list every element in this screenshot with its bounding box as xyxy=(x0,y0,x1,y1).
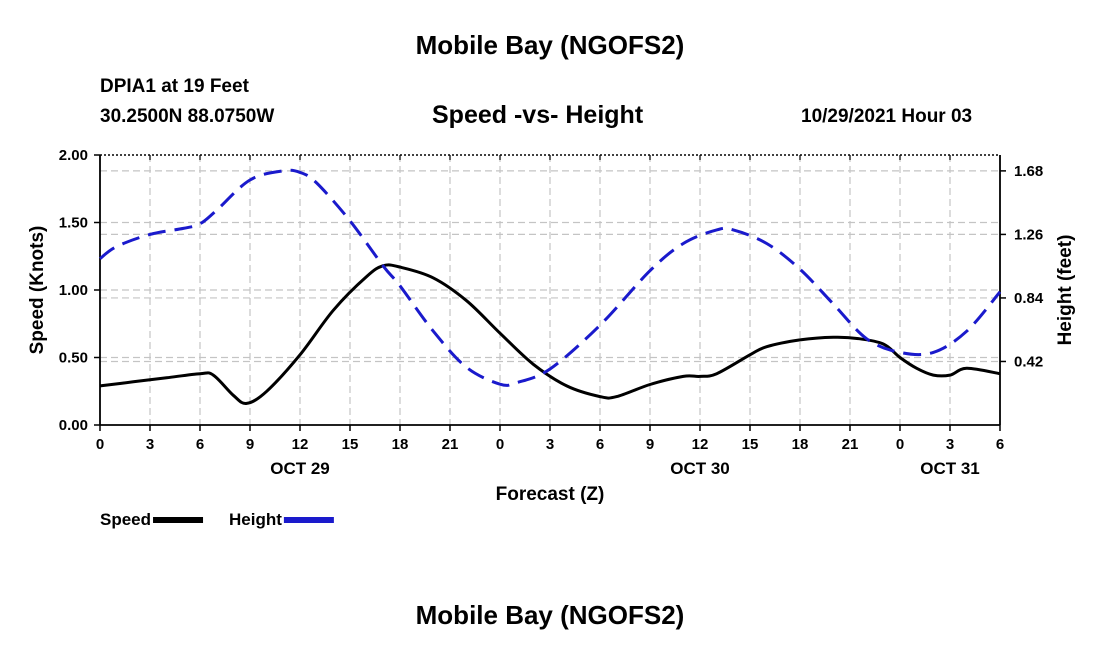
legend-label-speed: Speed xyxy=(100,510,151,529)
station-coordinates: 30.2500N 88.0750W xyxy=(100,106,275,127)
x-tick-label: 15 xyxy=(342,436,359,453)
page-title-bottom: Mobile Bay (NGOFS2) xyxy=(415,600,685,630)
station-label: DPIA1 at 19 Feet xyxy=(100,76,249,97)
axes: 0 3 6 9 12 15 18 21 0 3 6 9 12 15 18 21 0 3 6 0.00 0.50 1.00 1… xyxy=(27,147,1076,505)
x-day-label: OCT 29 xyxy=(270,459,330,478)
y-tick-label-left: 2.00 xyxy=(59,147,88,164)
y-axis-title-right: Height (feet) xyxy=(1055,235,1076,346)
x-tick-label: 3 xyxy=(946,436,954,453)
x-tick-label: 15 xyxy=(742,436,759,453)
x-tick-label: 18 xyxy=(792,436,809,453)
chart-title: Speed -vs- Height xyxy=(432,101,644,129)
x-tick-label: 18 xyxy=(392,436,409,453)
x-tick-label: 12 xyxy=(292,436,309,453)
grid xyxy=(100,155,1000,425)
x-tick-label: 21 xyxy=(842,436,859,453)
x-tick-label: 6 xyxy=(196,436,204,453)
x-tick-label: 0 xyxy=(896,436,904,453)
x-tick-label: 9 xyxy=(646,436,654,453)
forecast-datetime: 10/29/2021 Hour 03 xyxy=(801,106,973,127)
y-tick-label-right: 1.68 xyxy=(1014,163,1043,180)
y-tick-label-left: 0.50 xyxy=(59,350,88,367)
page-title: Mobile Bay (NGOFS2) xyxy=(415,30,685,60)
height-series-line xyxy=(99,168,1002,387)
x-day-label: OCT 30 xyxy=(670,459,730,478)
x-tick-label: 0 xyxy=(96,436,104,453)
x-tick-label: 6 xyxy=(996,436,1004,453)
x-tick-label: 12 xyxy=(692,436,709,453)
series-lines xyxy=(99,168,1002,405)
x-tick-label: 3 xyxy=(546,436,554,453)
y-tick-label-left: 1.50 xyxy=(59,215,88,232)
y-tick-label-left: 1.00 xyxy=(59,282,88,299)
legend-label-height: Height xyxy=(229,510,282,529)
y-tick-label-right: 0.84 xyxy=(1014,290,1044,307)
x-tick-label: 6 xyxy=(596,436,604,453)
speed-series-line xyxy=(99,263,1001,405)
y-tick-label-right: 1.26 xyxy=(1014,226,1043,243)
y-tick-label-right: 0.42 xyxy=(1014,353,1043,370)
y-tick-label-left: 0.00 xyxy=(59,417,88,434)
y-axis-title-left: Speed (Knots) xyxy=(27,226,48,355)
x-tick-label: 3 xyxy=(146,436,154,453)
x-day-label: OCT 31 xyxy=(920,459,980,478)
x-tick-label: 21 xyxy=(442,436,459,453)
x-tick-label: 9 xyxy=(246,436,254,453)
x-tick-label: 0 xyxy=(496,436,504,453)
x-axis-title: Forecast (Z) xyxy=(496,484,605,505)
legend: Speed Height xyxy=(100,510,334,529)
